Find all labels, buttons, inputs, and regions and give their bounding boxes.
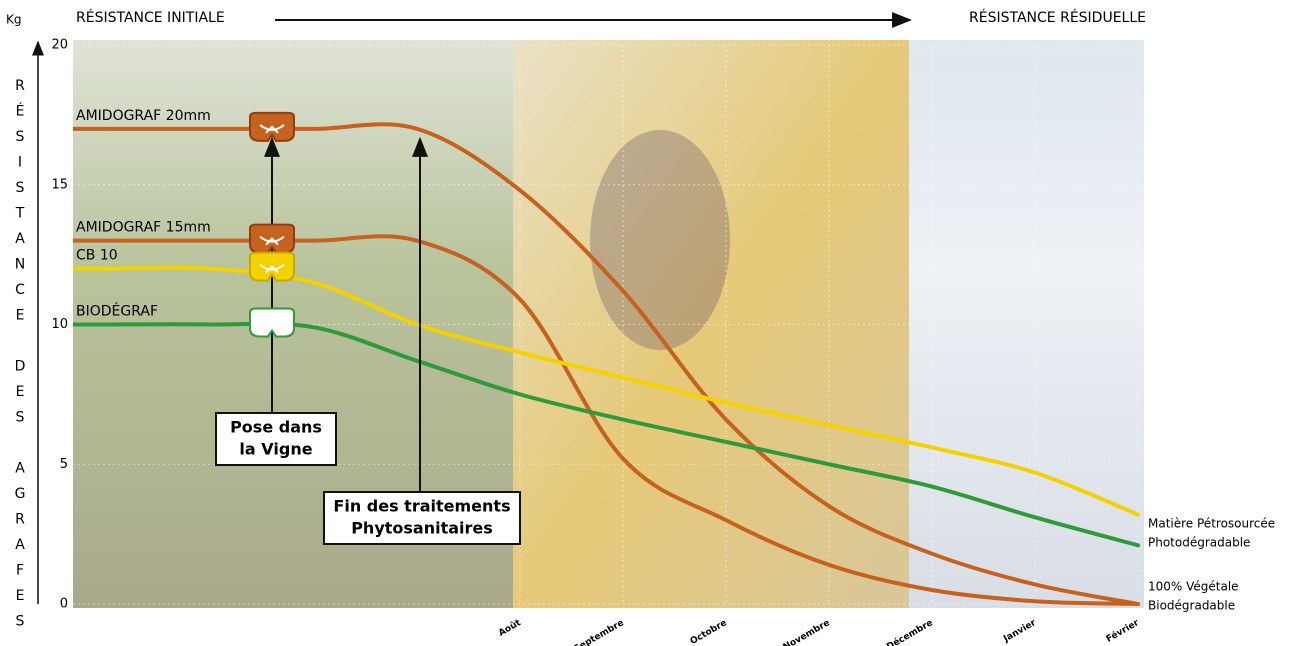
- end-label: 100% Végétale: [1148, 580, 1239, 594]
- series-label: AMIDOGRAF 15mm: [76, 220, 211, 236]
- clip-detail: [259, 124, 285, 134]
- clip-icon: [249, 251, 295, 282]
- series-label: BIODÉGRAF: [76, 303, 158, 320]
- title-right: RÉSISTANCE RÉSIDUELLE: [969, 9, 1146, 26]
- end-label: Photodégradable: [1148, 536, 1250, 550]
- annotation-box: [323, 491, 521, 545]
- series-label: CB 10: [76, 248, 118, 264]
- clip-icon: [249, 223, 295, 254]
- annotation-text: la Vigne: [239, 440, 312, 459]
- x-tick-label: Août: [497, 618, 523, 639]
- annotation-text: Fin des traitements: [333, 497, 510, 516]
- y-axis-title: RÉSISTANCE DES AGRAFES: [12, 78, 28, 639]
- end-label: Matière Pétrosourcée: [1148, 517, 1275, 531]
- y-tick-label: 5: [60, 457, 68, 472]
- plot: 0 5 10 15 20 Août Septembre Octobre Novembre Déce…: [51, 38, 1275, 646]
- clip-icon: [249, 307, 295, 338]
- y-tick-label: 20: [51, 38, 68, 53]
- title-left: RÉSISTANCE INITIALE: [76, 9, 225, 26]
- annotation-box: [215, 412, 337, 466]
- x-tick-label: Novembre: [782, 618, 832, 646]
- y-unit: Kg: [6, 13, 22, 27]
- clip-detail: [259, 235, 285, 246]
- series-label: AMIDOGRAF 20mm: [76, 108, 211, 124]
- annotation-text: Pose dans: [230, 418, 322, 437]
- x-tick-label: Janvier: [1001, 618, 1038, 645]
- annotation-text: Phytosanitaires: [351, 519, 493, 538]
- clip-icon: [249, 111, 295, 142]
- y-tick-label: 10: [51, 317, 68, 332]
- y-tick-label: 0: [60, 597, 68, 612]
- grape-bunch: [590, 130, 730, 350]
- x-tick-label: Décembre: [885, 617, 935, 646]
- x-tick-label: Octobre: [689, 618, 729, 646]
- end-label: Biodégradable: [1148, 599, 1235, 613]
- clip-detail: [259, 319, 285, 330]
- y-tick-label: 15: [51, 177, 68, 192]
- clip-detail: [259, 263, 285, 274]
- x-tick-label: Février: [1104, 617, 1141, 645]
- x-tick-label: Septembre: [572, 618, 625, 646]
